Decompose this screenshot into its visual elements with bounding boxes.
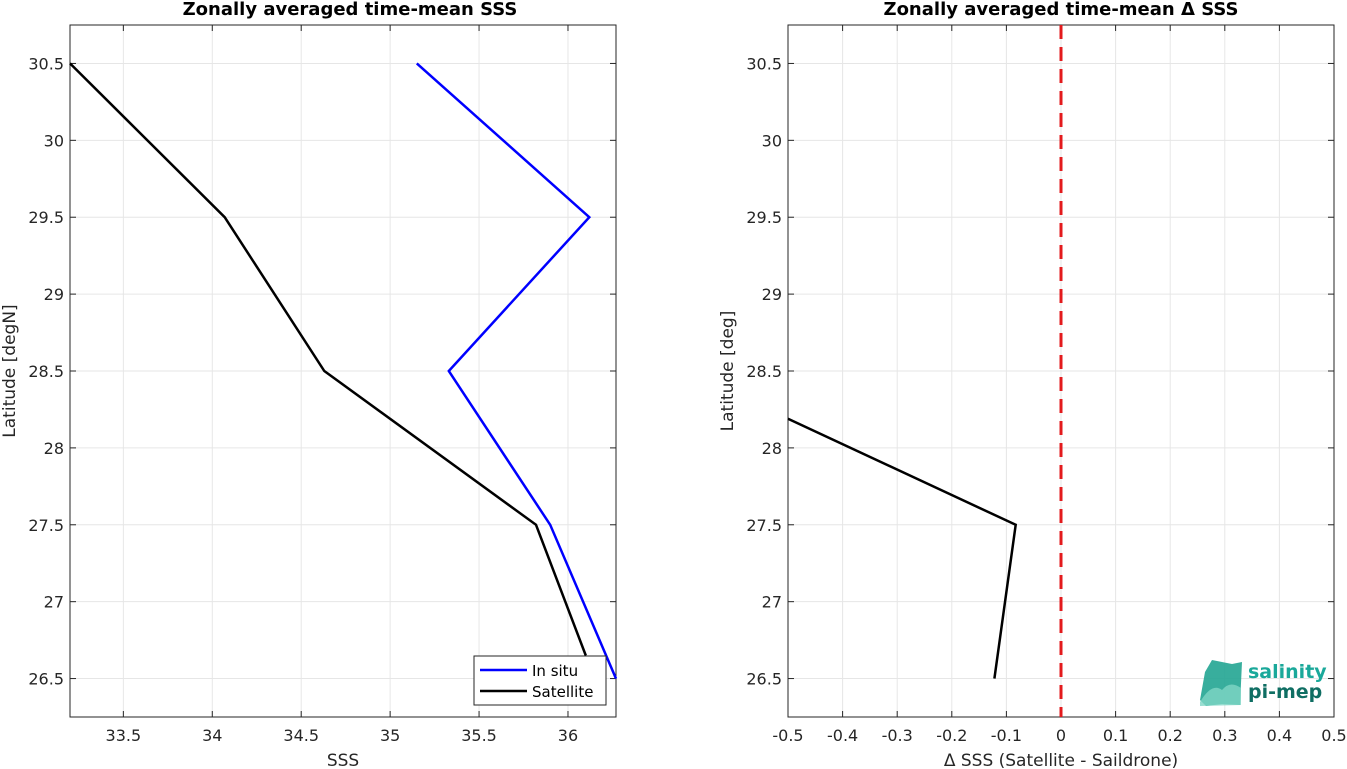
delta-sss-y-tick-label: 28.5 [746,362,782,381]
delta-sss-y-tick-label: 29 [762,285,782,304]
sss-y-tick-label: 30.5 [28,54,64,73]
sss-y-tick-label: 29 [44,285,64,304]
delta-sss-x-tick-label: -0.5 [772,726,803,745]
delta-sss-x-tick-label: 0.2 [1157,726,1182,745]
delta-sss-y-tick-label: 27.5 [746,516,782,535]
delta-sss-y-tick-label: 27 [762,593,782,612]
delta-sss-x-tick-label: 0.4 [1267,726,1292,745]
sss-x-tick-label: 36 [558,726,578,745]
sss-y-tick-label: 28 [44,439,64,458]
sss-series-line-satellite [69,62,587,656]
sss-y-tick-label: 26.5 [28,670,64,689]
delta-sss-y-tick-label: 26.5 [746,670,782,689]
sss-x-tick-label: 33.5 [106,726,142,745]
sss-y-tick-label: 28.5 [28,362,64,381]
legend-label-satellite: Satellite [532,683,593,701]
sss-x-tick-label: 34.5 [283,726,319,745]
delta-sss-chart-title: Zonally averaged time-mean Δ SSS [884,0,1239,20]
salinity-pi-mep-logo: salinity pi-mep [1200,660,1327,706]
delta-sss-series-line-series-0 [787,417,1018,679]
delta-sss-x-tick-label: 0.1 [1103,726,1128,745]
logo-text-salinity: salinity [1248,661,1327,683]
delta-sss-x-axis-label: Δ SSS (Satellite - Saildrone) [944,751,1178,769]
delta-sss-y-axis-label: Latitude [deg] [718,311,738,432]
sss-y-axis-label: Latitude [degN] [0,304,20,437]
sss-x-axis-label: SSS [327,751,359,769]
delta-sss-x-tick-label: -0.1 [991,726,1022,745]
sss-x-tick-label: 34 [202,726,222,745]
sss-series-line-in-situ [415,62,618,680]
delta-sss-y-tick-label: 30 [762,131,782,150]
delta-sss-y-tick-label: 30.5 [746,54,782,73]
legend-label-in-situ: In situ [532,662,578,680]
sss-chart-title: Zonally averaged time-mean SSS [183,0,518,20]
delta-sss-x-tick-label: 0.3 [1212,726,1237,745]
delta-sss-y-tick-label: 28 [762,439,782,458]
sss-panel: Zonally averaged time-mean SSS 33.5 34 34.… [0,0,618,769]
delta-sss-x-tick-label: 0 [1056,726,1066,745]
legend-box [473,655,607,706]
logo-text-pi-mep: pi-mep [1248,681,1322,703]
sss-x-tick-label: 35.5 [461,726,497,745]
legend: In situ Satellite [473,655,607,706]
sss-y-tick-label: 27.5 [28,516,64,535]
sss-y-tick-label: 30 [44,131,64,150]
delta-sss-panel: Zonally averaged time-mean Δ SSS -0.5 -0.… [718,0,1347,769]
sss-y-tick-label: 27 [44,593,64,612]
sss-y-tick-label: 29.5 [28,208,64,227]
delta-sss-y-tick-label: 29.5 [746,208,782,227]
sss-x-tick-label: 35 [380,726,400,745]
delta-sss-x-tick-label: -0.2 [936,726,967,745]
delta-sss-x-tick-label: -0.4 [827,726,858,745]
delta-sss-x-tick-label: 0.5 [1321,726,1346,745]
delta-sss-x-tick-label: -0.3 [882,726,913,745]
